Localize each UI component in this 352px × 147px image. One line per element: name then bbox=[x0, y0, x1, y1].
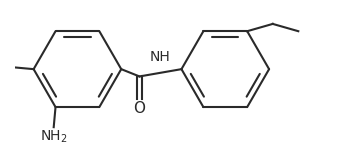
Text: O: O bbox=[133, 101, 145, 116]
Text: NH$_2$: NH$_2$ bbox=[40, 129, 68, 145]
Text: NH: NH bbox=[150, 50, 171, 64]
